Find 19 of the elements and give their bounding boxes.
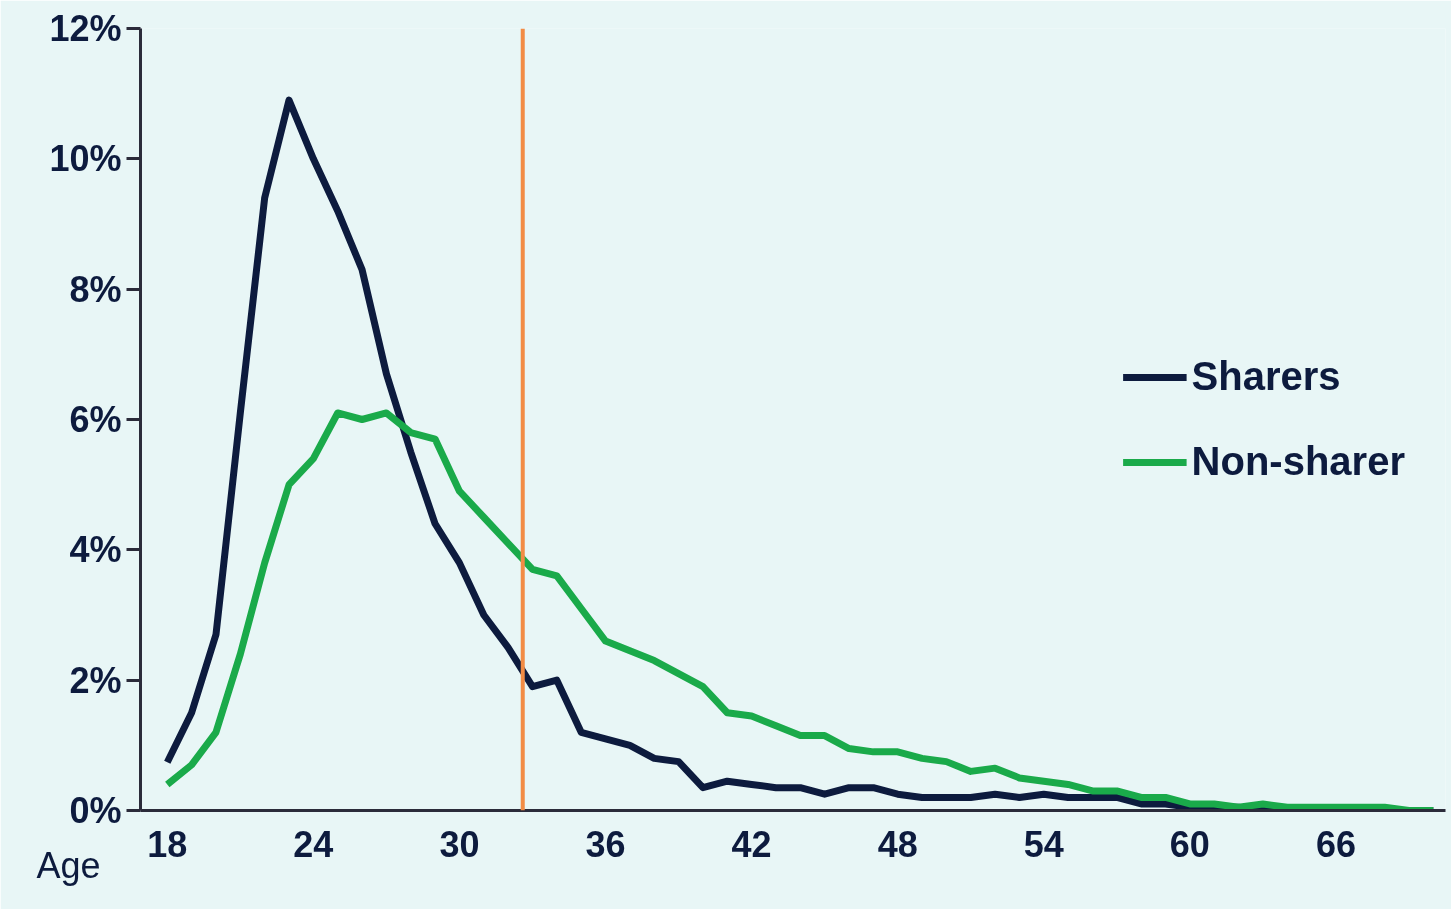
legend-label: Sharers	[1191, 354, 1341, 399]
y-tick-label: 0%	[69, 790, 122, 831]
y-tick-label: 10%	[49, 138, 122, 180]
x-tick-label: 30	[439, 823, 480, 865]
x-tick-label: 66	[1315, 823, 1356, 865]
x-tick-label: 18	[147, 823, 188, 865]
y-tick-label: 12%	[49, 8, 122, 49]
x-tick-label: 24	[293, 823, 334, 865]
y-tick-label: 4%	[69, 529, 122, 571]
x-tick-label: 60	[1169, 823, 1210, 865]
legend-label: Non-sharer	[1191, 439, 1405, 484]
x-tick-label: 36	[585, 823, 626, 865]
y-tick-label: 8%	[69, 268, 122, 310]
y-tick-label: 6%	[69, 399, 122, 440]
x-tick-label: 54	[1023, 823, 1064, 865]
x-tick-label: 42	[731, 823, 772, 865]
y-tick-label: 2%	[69, 659, 122, 701]
x-axis-title: Age	[36, 844, 101, 886]
x-tick-label: 48	[877, 823, 918, 865]
